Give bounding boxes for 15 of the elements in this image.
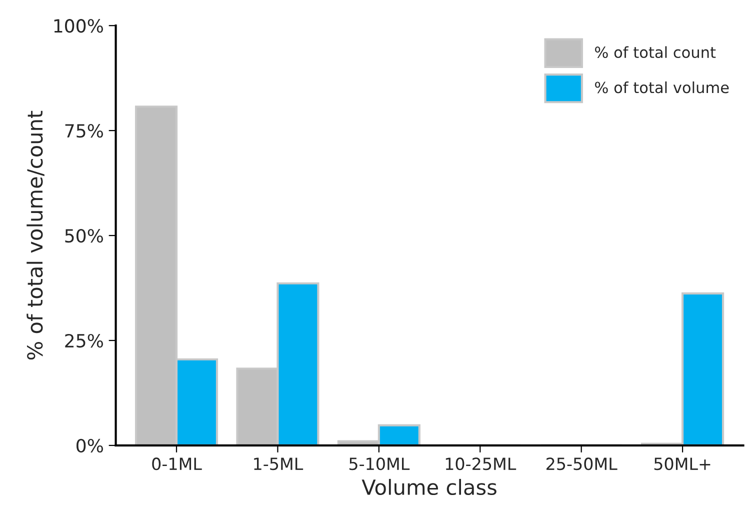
y-tick-label: 25% bbox=[65, 334, 103, 348]
x-tick-label: 1-5ML bbox=[254, 458, 304, 470]
x-axis-title: Volume class bbox=[362, 478, 496, 496]
x-tick-label: 0-1ML bbox=[152, 458, 202, 470]
x-tick-label: 5-10ML bbox=[349, 458, 410, 470]
x-tick-label: 25-50ML bbox=[546, 458, 618, 470]
legend-label: % of total count bbox=[595, 46, 716, 58]
y-tick-label: 50% bbox=[65, 228, 103, 243]
x-tick-label: 50ML+ bbox=[654, 458, 710, 470]
y-axis-title: % of total volume/count bbox=[26, 110, 44, 360]
y-tick-label: 100% bbox=[54, 19, 103, 33]
x-tick-label: 10-25ML bbox=[446, 458, 516, 470]
legend-label: % of total volume bbox=[595, 81, 729, 94]
y-tick-label: 75% bbox=[65, 124, 103, 138]
y-tick-label: 0% bbox=[76, 438, 103, 453]
